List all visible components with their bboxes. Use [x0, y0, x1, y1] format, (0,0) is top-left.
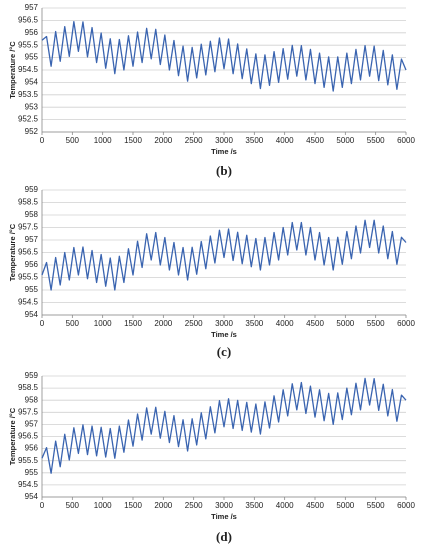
- x-tick-label: 3000: [215, 136, 233, 145]
- y-tick-label: 955.5: [18, 40, 39, 49]
- y-tick-label: 955.5: [18, 456, 39, 465]
- x-tick-label: 5500: [367, 136, 385, 145]
- x-tick-label: 3500: [245, 319, 263, 328]
- y-tick-label: 957: [25, 420, 39, 429]
- y-tick-label: 953: [25, 102, 39, 111]
- y-tick-label: 955.5: [18, 273, 39, 282]
- x-tick-label: 2000: [154, 319, 172, 328]
- temperature-line: [41, 377, 407, 474]
- x-tick-label: 2000: [154, 501, 172, 510]
- x-tick-label: 6000: [397, 319, 415, 328]
- y-tick-label: 954: [25, 78, 39, 87]
- x-tick-label: 1000: [94, 136, 112, 145]
- x-tick-label: 5000: [336, 136, 354, 145]
- x-tick-label: 2500: [185, 319, 203, 328]
- x-tick-label: 0: [40, 319, 45, 328]
- y-tick-label: 954.5: [18, 480, 39, 489]
- x-tick-label: 3000: [215, 501, 233, 510]
- chart-panel: 954 954.5 955 955.5 956 956.5 957 957.5 958 958.5…: [8, 371, 415, 544]
- y-tick-label: 957.5: [18, 223, 39, 232]
- x-tick-label: 3000: [215, 319, 233, 328]
- y-tick-label: 954.5: [18, 298, 39, 307]
- temperature-line: [41, 219, 407, 291]
- x-tick-label: 4500: [306, 501, 324, 510]
- x-tick-label: 5500: [367, 501, 385, 510]
- y-axis-label: Temperature /°C: [8, 41, 17, 99]
- x-tick-label: 4000: [276, 501, 294, 510]
- x-tick-label: 6000: [397, 136, 415, 145]
- x-tick-label: 2500: [185, 501, 203, 510]
- y-tick-label: 958: [25, 210, 39, 219]
- x-tick-label: 0: [40, 501, 45, 510]
- y-tick-label: 959: [25, 185, 39, 194]
- x-tick-label: 1000: [94, 319, 112, 328]
- y-tick-label: 955: [25, 285, 39, 294]
- x-tick-label: 1500: [124, 501, 142, 510]
- y-tick-label: 954.5: [18, 65, 39, 74]
- y-axis-label: Temperature /°C: [8, 223, 17, 281]
- y-tick-label: 955: [25, 53, 39, 62]
- x-tick-label: 2000: [154, 136, 172, 145]
- y-tick-label: 957: [25, 3, 39, 12]
- y-tick-label: 958.5: [18, 198, 39, 207]
- panel-caption: (d): [216, 529, 232, 544]
- x-tick-label: 4000: [276, 136, 294, 145]
- y-tick-label: 954: [25, 310, 39, 319]
- x-tick-label: 3500: [245, 501, 263, 510]
- y-axis-label: Temperature /°C: [8, 407, 17, 465]
- y-tick-label: 955: [25, 468, 39, 477]
- x-tick-label: 500: [66, 319, 80, 328]
- x-tick-label: 4500: [306, 319, 324, 328]
- chart-panel: 954 954.5 955 955.5 956 956.5 957 957.5 958 958.5…: [8, 185, 415, 359]
- y-tick-label: 956: [25, 260, 39, 269]
- x-tick-label: 3500: [245, 136, 263, 145]
- x-axis-label: Time /s: [211, 330, 237, 339]
- x-tick-label: 5500: [367, 319, 385, 328]
- y-tick-label: 956.5: [18, 16, 39, 25]
- x-tick-label: 500: [66, 136, 80, 145]
- y-tick-label: 953.5: [18, 90, 39, 99]
- y-tick-label: 959: [25, 371, 39, 380]
- x-tick-label: 4500: [306, 136, 324, 145]
- x-axis-label: Time /s: [211, 512, 237, 521]
- y-tick-label: 957: [25, 235, 39, 244]
- x-tick-label: 1500: [124, 136, 142, 145]
- panel-caption: (b): [216, 163, 232, 178]
- x-tick-label: 500: [66, 501, 80, 510]
- x-tick-label: 0: [40, 136, 45, 145]
- x-tick-label: 6000: [397, 501, 415, 510]
- panel-caption: (c): [217, 344, 231, 359]
- temperature-line: [41, 20, 407, 92]
- x-tick-label: 5000: [336, 501, 354, 510]
- x-tick-label: 5000: [336, 319, 354, 328]
- y-tick-label: 952.5: [18, 115, 39, 124]
- y-tick-label: 954: [25, 492, 39, 501]
- x-tick-label: 4000: [276, 319, 294, 328]
- x-axis-label: Time /s: [211, 147, 237, 156]
- y-tick-label: 956: [25, 28, 39, 37]
- x-tick-label: 2500: [185, 136, 203, 145]
- x-tick-label: 1000: [94, 501, 112, 510]
- y-tick-label: 958: [25, 395, 39, 404]
- y-tick-label: 956.5: [18, 432, 39, 441]
- y-tick-label: 958.5: [18, 383, 39, 392]
- y-tick-label: 957.5: [18, 407, 39, 416]
- chart-panel: 952 952.5 953 953.5 954 954.5 955 955.5 956 956.5…: [8, 3, 415, 178]
- y-tick-label: 956.5: [18, 248, 39, 257]
- x-tick-label: 1500: [124, 319, 142, 328]
- y-tick-label: 952: [25, 127, 39, 136]
- y-tick-label: 956: [25, 444, 39, 453]
